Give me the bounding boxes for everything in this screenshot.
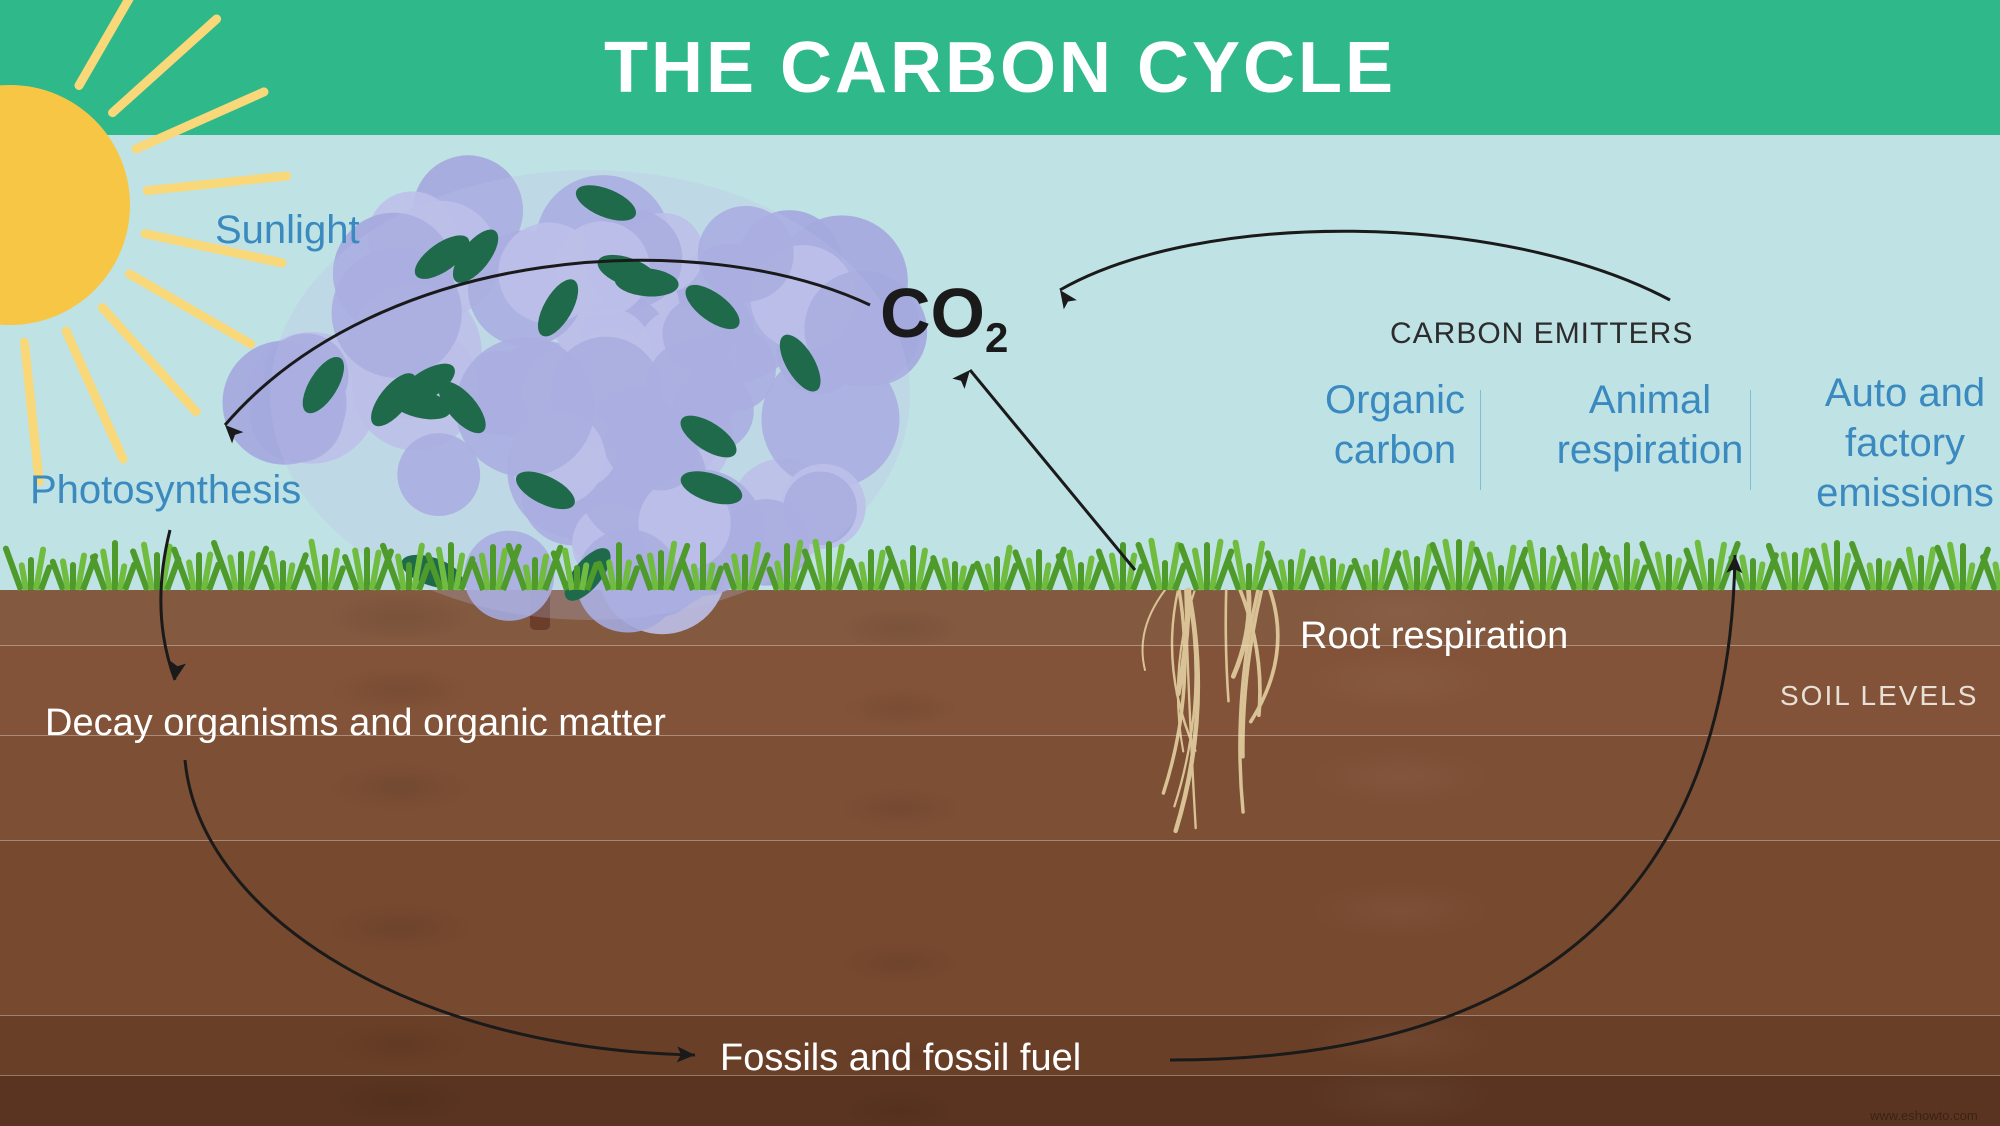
- grass-tuft: [262, 535, 302, 590]
- grass-tuft: [682, 535, 722, 590]
- grass-tuft: [1312, 535, 1352, 590]
- grass-tuft: [94, 535, 134, 590]
- grass-tuft: [850, 535, 890, 590]
- label-fossil: Fossils and fossil fuel: [720, 1035, 1081, 1083]
- label-decay: Decay organisms and organic matter: [45, 700, 666, 748]
- label-organic-carbon: Organic carbon: [1310, 375, 1480, 475]
- grass-tuft: [304, 535, 344, 590]
- emitter-separator-1: [1750, 390, 1751, 490]
- grass-tuft: [388, 535, 428, 590]
- emitter-separator-0: [1480, 390, 1481, 490]
- grass-tuft: [556, 535, 596, 590]
- grass-strip: [0, 535, 2000, 590]
- grass-tuft: [220, 535, 260, 590]
- grass-tuft: [1858, 535, 1898, 590]
- grass-tuft: [1648, 535, 1688, 590]
- label-soil-levels: SOIL LEVELS: [1780, 678, 1978, 713]
- soil-strip-2: [0, 735, 2000, 840]
- soil-line-3: [0, 1015, 2000, 1016]
- label-auto-factory: Auto and factory emissions: [1810, 368, 2000, 518]
- grass-tuft: [1228, 535, 1268, 590]
- soil-strip-5: [0, 1075, 2000, 1126]
- grass-tuft: [10, 535, 50, 590]
- grass-tuft: [1942, 535, 1982, 590]
- label-animal-respiration: Animal respiration: [1550, 375, 1750, 475]
- grass-tuft: [892, 535, 932, 590]
- grass-tuft: [1354, 535, 1394, 590]
- grass-tuft: [1522, 535, 1562, 590]
- grass-tuft: [1900, 535, 1940, 590]
- soil-line-2: [0, 840, 2000, 841]
- grass-tuft: [1690, 535, 1730, 590]
- grass-tuft: [1018, 535, 1058, 590]
- label-sunlight: Sunlight: [215, 205, 360, 255]
- grass-tuft: [976, 535, 1016, 590]
- grass-tuft: [430, 535, 470, 590]
- grass-tuft: [1270, 535, 1310, 590]
- grass-tuft: [52, 535, 92, 590]
- soil-strip-3: [0, 840, 2000, 1015]
- grass-tuft: [934, 535, 974, 590]
- watermark: www.eshowto.com: [1870, 1108, 1978, 1123]
- title-bar: THE CARBON CYCLE: [0, 0, 2000, 135]
- grass-tuft: [1564, 535, 1604, 590]
- grass-tuft: [1774, 535, 1814, 590]
- grass-tuft: [514, 535, 554, 590]
- soil-line-0: [0, 645, 2000, 646]
- label-photosynthesis: Photosynthesis: [30, 465, 301, 515]
- label-carbon-emitters: CARBON EMITTERS: [1390, 315, 1693, 353]
- grass-tuft: [1060, 535, 1100, 590]
- soil-strip-0: [0, 590, 2000, 645]
- grass-tuft: [1984, 535, 2000, 590]
- grass-tuft: [724, 535, 764, 590]
- grass-tuft: [1186, 535, 1226, 590]
- grass-tuft: [808, 535, 848, 590]
- grass-tuft: [1480, 535, 1520, 590]
- diagram-stage: THE CARBON CYCLE Sunlight Photosynthesis…: [0, 0, 2000, 1126]
- label-co2: CO2: [880, 270, 1008, 365]
- grass-tuft: [640, 535, 680, 590]
- label-root-respiration: Root respiration: [1300, 613, 1568, 661]
- grass-tuft: [598, 535, 638, 590]
- grass-tuft: [766, 535, 806, 590]
- grass-tuft: [136, 535, 176, 590]
- grass-tuft: [1438, 535, 1478, 590]
- page-title: THE CARBON CYCLE: [604, 27, 1396, 109]
